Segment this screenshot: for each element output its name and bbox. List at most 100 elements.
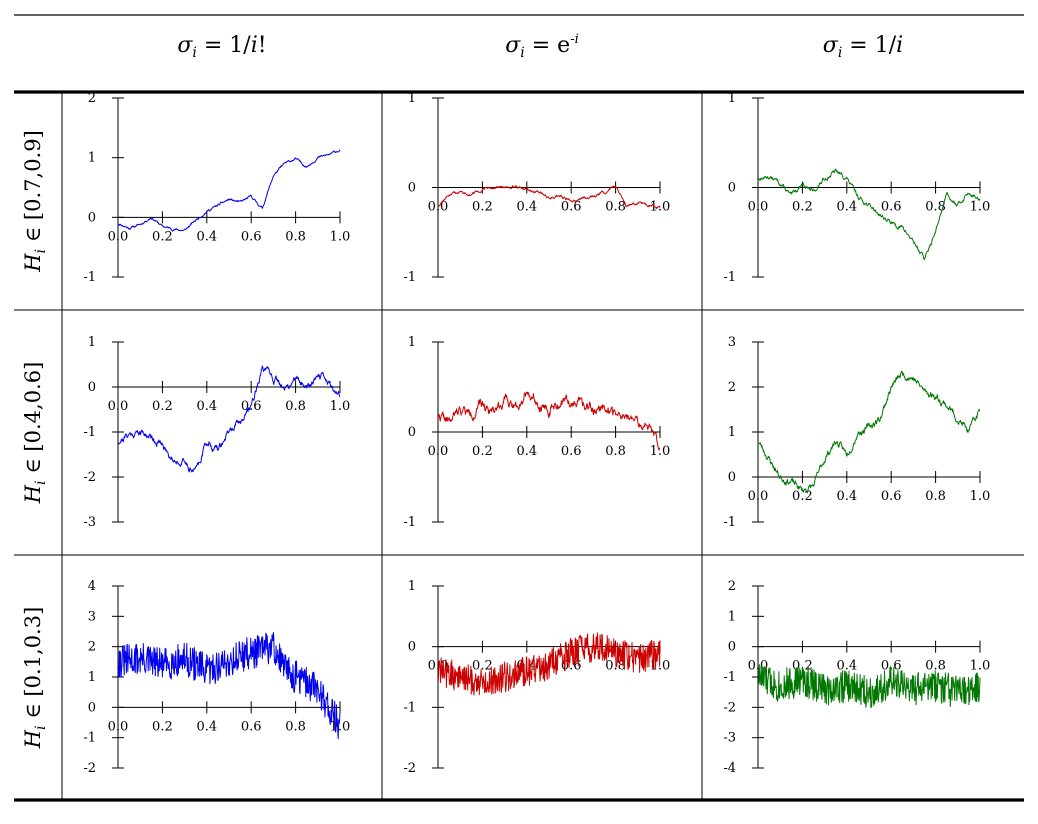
x-tick-label: 0.2 [472,444,493,459]
x-tick-label: 0.6 [881,489,902,504]
x-tick-label: 0.4 [196,229,217,244]
row-label: Hi ∈ [0.7,0.9] [21,130,49,273]
x-tick-label: 0.0 [748,489,769,504]
column-header: σi = 1/i! [177,33,266,61]
y-tick-label: 0 [408,425,416,440]
x-tick-label: 0.2 [472,200,493,215]
series-line [757,664,981,708]
row-label: Hi ∈ [0.4,0.6] [21,362,49,505]
plot-panel: 1 0 -1 -2 -3 0.0 0.2 0.4 0.6 0.8 1.0 [83,335,350,530]
series-line [437,185,661,210]
y-tick-label: 1 [728,425,736,440]
y-tick-label: -1 [403,700,416,715]
y-tick-label: -3 [723,731,736,746]
x-tick-label: 1.0 [650,444,671,459]
y-tick-label: 0 [88,380,96,395]
y-tick-label: 1 [408,335,416,350]
series-line [117,365,341,473]
x-tick-label: 0.8 [605,444,626,459]
y-tick-label: 1 [408,91,416,106]
column-header: σi = 1/i [823,33,903,61]
plot-panel: 210-1-2-3-40.0 0.2 0.4 0.6 0.8 1.0 [723,579,990,776]
y-tick-label: -4 [723,761,736,776]
y-tick-label: 0 [88,700,96,715]
x-tick-label: 0.4 [196,399,217,414]
x-tick-label: 0.2 [792,200,813,215]
y-tick-label: -1 [723,670,736,685]
plot-panel: 2 1 0 -1 0.0 0.2 0.4 0.6 0.8 1.0 [83,91,350,285]
y-tick-label: 4 [88,579,96,594]
x-tick-label: 1.0 [330,399,351,414]
column-headers: σi = 1/i! σi = e-i σi = 1/i [177,32,903,61]
x-tick-label: 0.6 [561,200,582,215]
row-label: Hi ∈ [0.1,0.3] [21,607,49,750]
y-tick-label: -2 [83,470,96,485]
y-tick-label: -1 [723,270,736,285]
x-tick-label: 0.6 [241,229,262,244]
y-tick-label: 0 [728,640,736,655]
x-tick-label: 0.8 [925,200,946,215]
table-grid [14,14,1024,802]
series-line [117,631,341,740]
y-tick-label: 0 [408,640,416,655]
series-line [757,168,981,260]
y-tick-label: 1 [88,151,96,166]
y-tick-label: -2 [403,761,416,776]
x-tick-label: 0.6 [561,444,582,459]
x-tick-label: 0.2 [152,719,173,734]
y-tick-label: 0 [728,470,736,485]
y-tick-label: 1 [408,579,416,594]
y-tick-label: -3 [83,515,96,530]
row-labels: Hi ∈ [0.7,0.9] Hi ∈ [0.4,0.6] Hi ∈ [0.1,0.… [21,130,49,749]
y-tick-label: -1 [723,515,736,530]
x-tick-label: 0.8 [925,489,946,504]
x-tick-label: 0.4 [836,489,857,504]
y-tick-label: 3 [728,335,736,350]
x-tick-label: 0.2 [152,229,173,244]
x-tick-label: 0.0 [428,200,449,215]
y-tick-label: 0 [408,181,416,196]
x-tick-label: 0.4 [516,444,537,459]
y-tick-label: -1 [403,270,416,285]
y-tick-label: -1 [83,731,96,746]
series-line [437,391,661,451]
x-tick-label: 1.0 [970,200,991,215]
x-tick-label: 0.8 [285,229,306,244]
y-tick-label: 1 [88,670,96,685]
y-tick-label: 1 [728,609,736,624]
x-tick-label: 0.0 [428,444,449,459]
x-tick-label: 0.8 [925,659,946,674]
x-tick-label: 0.4 [836,200,857,215]
x-tick-label: 0.2 [152,399,173,414]
x-tick-label: 0.8 [285,719,306,734]
x-tick-label: 0.2 [472,659,493,674]
y-tick-label: 2 [728,380,736,395]
plot-panel: 1 0 -1 0.0 0.2 0.4 0.6 0.8 1.0 [403,335,670,530]
x-tick-label: 0.0 [108,229,129,244]
y-tick-label: 2 [88,91,96,106]
x-tick-label: 1.0 [330,229,351,244]
x-tick-label: 0.0 [108,399,129,414]
y-tick-label: -1 [403,515,416,530]
x-tick-label: 0.0 [748,200,769,215]
y-tick-label: -1 [83,270,96,285]
plot-panel: 1 0 -1 0.0 0.2 0.4 0.6 0.8 1.0 [723,91,990,285]
plot-panel: 4 3 2 1 0 -1 -2 0.0 0.2 0.4 0.6 0.8 1.0 [83,579,350,776]
plot-panel: 10-1-20.0 0.2 0.4 0.6 0.8 1.0 [403,579,670,776]
y-tick-label: 0 [728,181,736,196]
x-tick-label: 0.4 [516,200,537,215]
series-line [117,149,341,232]
x-tick-label: 0.6 [881,200,902,215]
y-tick-label: 3 [88,609,96,624]
plot-panels: 2 1 0 -1 0.0 0.2 0.4 0.6 0.8 1.0 1 0 -1 0.0 0.2 0.4 0.6 0… [83,91,990,776]
y-tick-label: -2 [83,761,96,776]
x-tick-label: 0.6 [241,719,262,734]
series-line [437,632,661,696]
x-tick-label: 0.6 [881,659,902,674]
x-tick-label: 1.0 [970,489,991,504]
x-tick-label: 1.0 [970,659,991,674]
column-header: σi = e-i [505,32,579,61]
y-tick-label: 1 [88,335,96,350]
